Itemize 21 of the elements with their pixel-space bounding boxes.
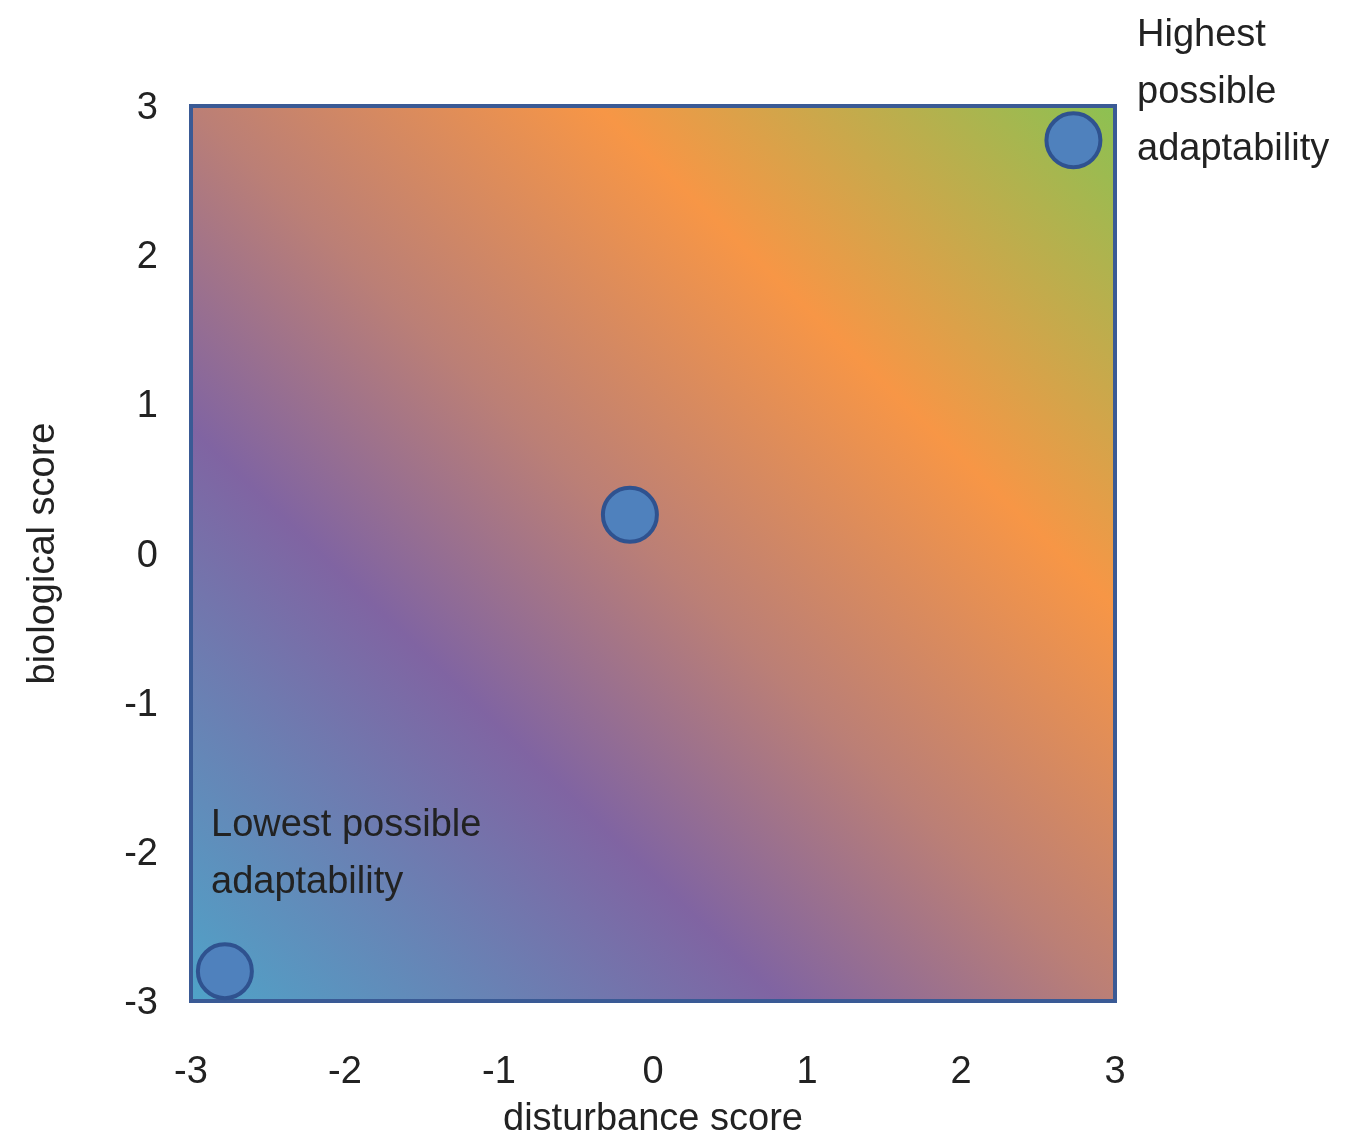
x-tick-label: 2 [950,1049,972,1091]
text: Highest possible adaptability [1137,12,1330,168]
annotation: Lowest possible adaptability [211,802,482,901]
y-tick-label: -3 [124,980,158,1022]
x-axis-title: disturbance score [503,1096,803,1138]
y-tick-label: 0 [136,532,158,575]
x-tick-label: -1 [482,1049,516,1091]
y-tick-label: 1 [136,383,158,426]
y-axis-title: biological score [20,422,62,685]
x-tick-label: 0 [642,1049,664,1091]
y-tick-label: 3 [136,85,158,127]
x-tick-label: 1 [796,1049,818,1091]
x-tick-label: -3 [174,1049,208,1091]
y-tick-label: -1 [124,681,158,724]
y-tick-label: -2 [124,830,158,873]
point [1044,111,1103,170]
x-tick-label: -2 [328,1049,362,1091]
point [600,485,659,544]
point [195,942,254,1001]
y-tick-label: 2 [136,234,158,277]
x-tick-label: 3 [1104,1049,1126,1091]
